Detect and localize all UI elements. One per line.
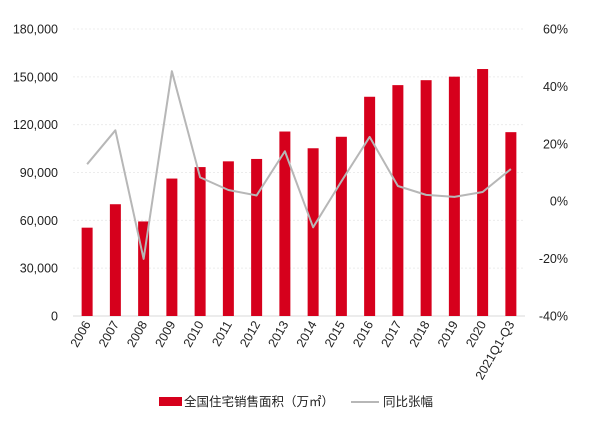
x-tick-label: 2011 <box>209 318 235 348</box>
bar-series <box>81 69 517 316</box>
bar <box>251 158 263 316</box>
bar <box>364 96 376 316</box>
left-y-axis: 0 30,000 60,000 90,000 120,000 150,000 180,000 <box>13 23 58 324</box>
x-tick-label: 2013 <box>265 318 291 349</box>
x-tick-label: 2017 <box>378 318 404 349</box>
right-tick-label: 20% <box>543 137 568 151</box>
bar <box>505 132 517 316</box>
x-tick-label: 2018 <box>407 318 433 349</box>
bar <box>335 136 347 316</box>
left-tick-label: 0 <box>51 310 58 324</box>
right-y-axis: -40% -20% 0% 20% 40% 60% <box>539 23 568 324</box>
right-tick-label: 40% <box>543 80 568 94</box>
x-tick-label: 2006 <box>68 318 94 349</box>
left-tick-label: 120,000 <box>13 118 58 132</box>
legend-bar-label: 全国住宅销售面积（万㎡） <box>184 394 334 409</box>
line-series <box>86 70 512 260</box>
legend-line-label: 同比张幅 <box>383 394 433 409</box>
legend: 全国住宅销售面积（万㎡） 同比张幅 <box>159 394 433 409</box>
x-axis: 2006 2007 2008 2009 2010 2011 2012 2013 2014 2015… <box>68 318 518 382</box>
bar <box>138 221 150 316</box>
x-tick-label: 2014 <box>294 318 320 349</box>
bar <box>279 131 291 316</box>
left-tick-label: 180,000 <box>13 23 58 37</box>
legend-bar-swatch <box>159 397 182 406</box>
left-tick-label: 150,000 <box>13 70 58 84</box>
bar <box>307 148 319 316</box>
bar <box>392 85 404 316</box>
right-tick-label: 60% <box>543 23 568 37</box>
bar <box>194 167 206 316</box>
bar <box>222 161 234 316</box>
bar <box>166 178 178 316</box>
right-tick-label: 0% <box>550 195 568 209</box>
x-tick-label: 2010 <box>181 318 207 349</box>
left-tick-label: 30,000 <box>20 262 58 276</box>
line-path <box>86 70 512 260</box>
bar <box>109 204 121 316</box>
right-tick-label: -20% <box>539 252 568 266</box>
x-tick-label: 2019 <box>435 318 461 349</box>
x-tick-label: 2008 <box>124 318 150 349</box>
bar <box>420 80 432 316</box>
bar <box>81 227 93 316</box>
x-tick-label: 2015 <box>322 318 348 349</box>
x-tick-label: 2020 <box>463 318 489 349</box>
right-tick-label: -40% <box>539 310 568 324</box>
x-tick-label: 2007 <box>96 318 122 349</box>
left-tick-label: 60,000 <box>20 214 58 228</box>
left-tick-label: 90,000 <box>20 166 58 180</box>
x-tick-label: 2012 <box>237 318 263 349</box>
x-tick-label: 2009 <box>152 318 178 349</box>
x-tick-label: 2016 <box>350 318 376 349</box>
